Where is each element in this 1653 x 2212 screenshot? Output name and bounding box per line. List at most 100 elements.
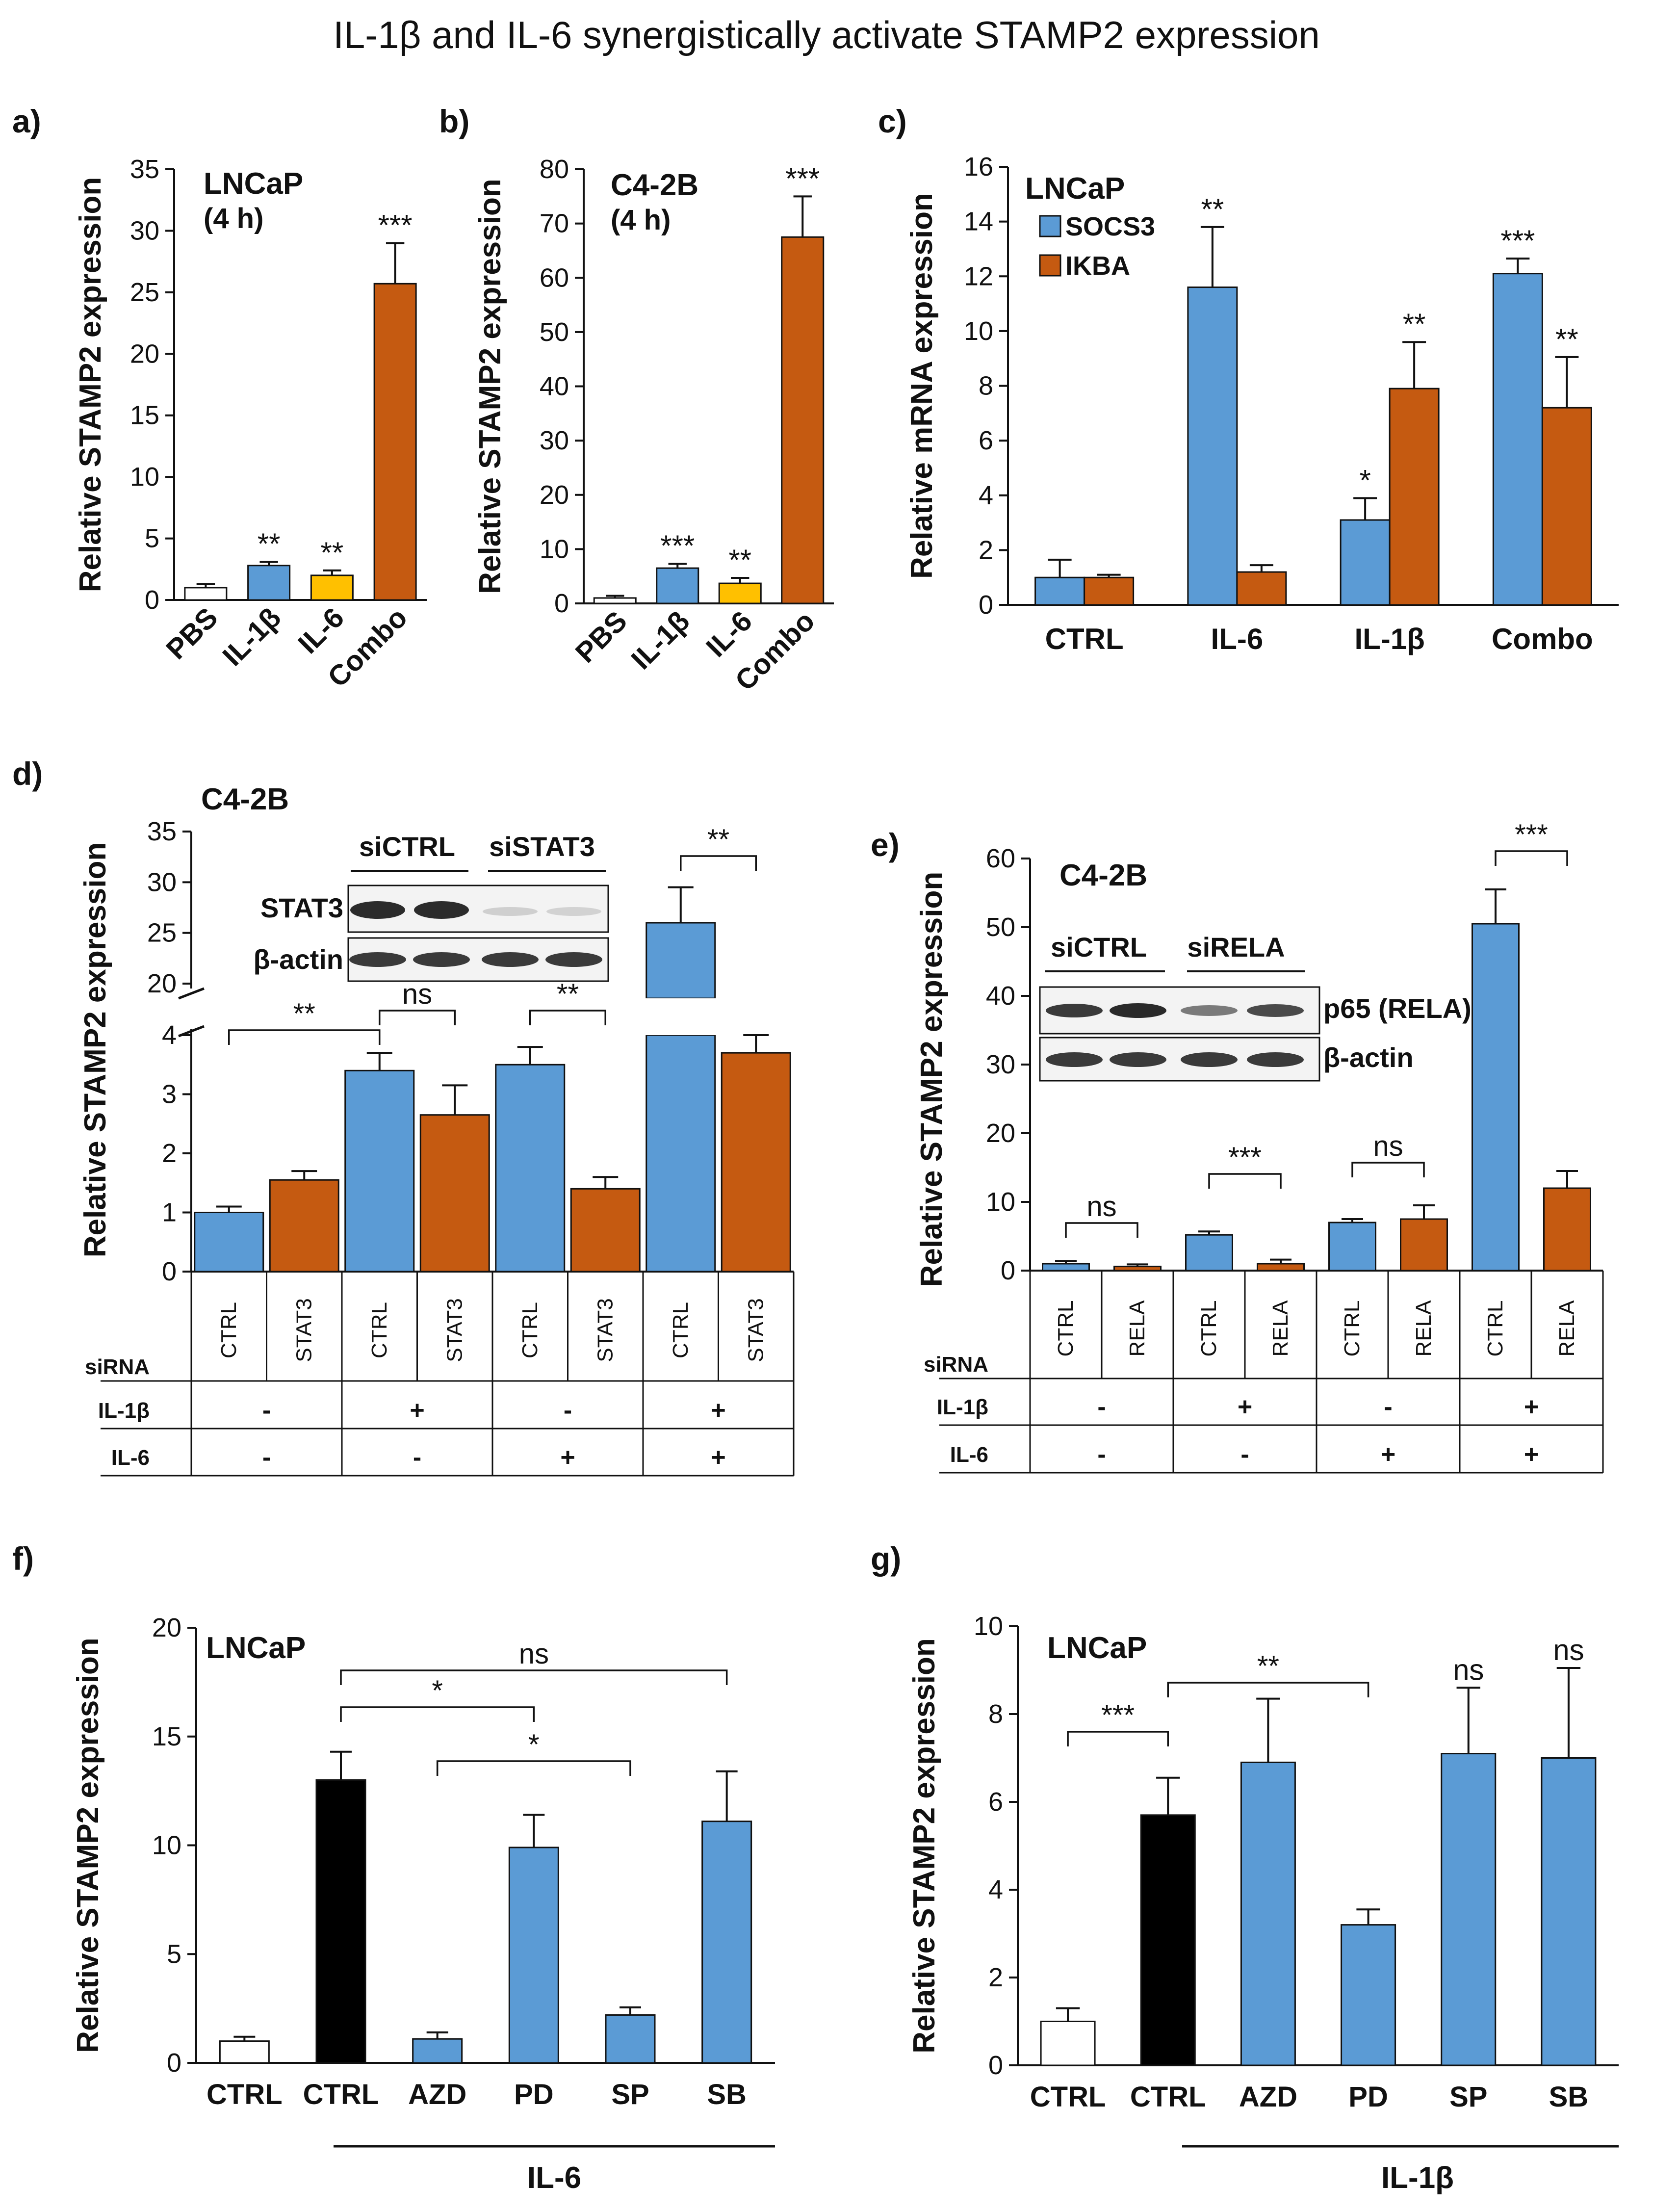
- x-tick-label-2: AZD: [1239, 2081, 1297, 2113]
- siRNA-label-1: RELA: [1125, 1300, 1149, 1357]
- x-tick-label-4: SP: [1449, 2081, 1487, 2113]
- blot-band-stat3-0: [350, 901, 405, 919]
- il6-sign-2: +: [560, 1443, 575, 1472]
- il1b-row-label: IL-1β: [98, 1399, 150, 1423]
- siRNA-label-7: STAT3: [744, 1298, 768, 1362]
- blot-band-p65-3: [1247, 1004, 1304, 1017]
- bar-IKBA-0: [1084, 576, 1135, 606]
- y-tick-label: 80: [540, 155, 569, 184]
- y-tick-label: 35: [130, 155, 159, 184]
- y-tick-label: 20: [986, 1119, 1015, 1148]
- y-tick-label: 0: [145, 585, 159, 615]
- y-tick-label: 1: [162, 1198, 177, 1227]
- bar-d-2: [344, 1069, 415, 1273]
- y-tick-label: 50: [986, 912, 1015, 942]
- significance-3: ***: [785, 162, 820, 195]
- y-tick-label: 35: [147, 817, 177, 846]
- y-tick-label: 5: [145, 524, 159, 553]
- panel-letter: c): [878, 103, 907, 139]
- siRNA-row-label: siRNA: [924, 1353, 988, 1377]
- bar-IKBA-2: [1389, 388, 1440, 606]
- blot-band-actin-2: [482, 952, 539, 967]
- blot-row-label-1: β-actin: [253, 944, 343, 975]
- y-tick-label: 60: [540, 263, 569, 292]
- bar-SOCS3-2: [1340, 519, 1391, 606]
- bracket-0-label: ns: [1086, 1191, 1116, 1223]
- bracket-1-line: [1167, 1682, 1369, 1697]
- x-tick-label-0: PBS: [569, 605, 633, 669]
- bracket-1-line: [340, 1706, 535, 1722]
- panel-letter: e): [871, 827, 900, 863]
- blot-group-label-0: siCTRL: [359, 831, 455, 862]
- panel-letter: b): [439, 103, 469, 139]
- bracket-0-label: ***: [1101, 1699, 1135, 1731]
- bar-e-4: [1328, 1222, 1376, 1272]
- bracket-1-label: *: [432, 1675, 443, 1707]
- y-tick-label: 5: [167, 1939, 181, 1969]
- panel-a: a) Relative STAMP2 expression 0 5 10 15 20 25 30…: [12, 103, 427, 693]
- y-tick-label: 4: [162, 1020, 177, 1050]
- panel-b: b) Relative STAMP2 expression 0 10 20 30 40 50 6…: [439, 103, 834, 697]
- bar-a-1: [247, 565, 291, 601]
- bar-g-4: [1441, 1753, 1497, 2066]
- x-tick-label-1: CTRL: [1130, 2081, 1206, 2113]
- bracket-3-label: ***: [1515, 819, 1548, 851]
- x-tick-label-1: IL-1β: [216, 601, 287, 672]
- x-tick-label-0: CTRL: [1045, 623, 1124, 655]
- y-tick-label: 10: [540, 534, 569, 564]
- chart-title: LNCaP: [1047, 1631, 1147, 1665]
- bracket-0-label: **: [293, 998, 315, 1030]
- bar-break-gap: [644, 998, 717, 1035]
- bracket-0-line: [340, 1669, 728, 1685]
- blot-group-label-1: siSTAT3: [489, 831, 595, 862]
- significance-2: **: [728, 544, 751, 576]
- bracket-1-line: [379, 1010, 456, 1025]
- treatment-label: IL-1β: [1381, 2161, 1454, 2195]
- bar-e-3: [1257, 1263, 1305, 1272]
- blot-band-stat3-1: [414, 901, 469, 919]
- significance-4: ns: [1453, 1653, 1484, 1686]
- bracket-2-label: ns: [1373, 1130, 1403, 1162]
- y-tick-label: 12: [964, 261, 993, 291]
- bar-e-2: [1185, 1234, 1233, 1272]
- bar-e-7: [1543, 1187, 1591, 1272]
- bar-g-1: [1140, 1814, 1196, 2066]
- y-tick-label: 8: [988, 1699, 1003, 1729]
- il6-sign-3: +: [711, 1443, 725, 1472]
- blot-row-label-0: STAT3: [260, 892, 343, 923]
- bar-SOCS3-0: [1034, 576, 1085, 606]
- blot-band-actin-0: [1046, 1052, 1103, 1067]
- y-tick-label: 25: [130, 278, 159, 307]
- blot-band-actin-3: [545, 952, 602, 967]
- chart-title: C4-2B: [201, 782, 289, 816]
- blot-band-actin-1: [413, 952, 470, 967]
- y-tick-label: 4: [979, 481, 993, 510]
- il6-row-label: IL-6: [111, 1446, 150, 1470]
- panel-letter: g): [871, 1540, 901, 1577]
- significance: *: [1359, 464, 1370, 496]
- blot-band-actin-2: [1181, 1052, 1238, 1067]
- y-tick-label: 0: [988, 2051, 1003, 2080]
- siRNA-label-6: CTRL: [669, 1302, 693, 1358]
- bar-f-0: [219, 2040, 270, 2064]
- plots: a)Relative STAMP2 expression051015202530…: [12, 103, 1619, 2195]
- chart-title: C4-2B: [1059, 859, 1147, 892]
- il1b-sign-1: +: [1238, 1393, 1252, 1421]
- il1b-sign-0: -: [1097, 1393, 1106, 1421]
- panel-d: d) Relative STAMP2 expression 0 1 2 3 4 20 25 30 3…: [12, 755, 795, 1477]
- y-tick-label: 30: [986, 1050, 1015, 1079]
- bracket-0-line: [1065, 1222, 1138, 1238]
- bar-d-7: [721, 1052, 791, 1273]
- bar-f-2: [412, 2038, 463, 2064]
- significance: ***: [1500, 224, 1535, 257]
- significance-1: ***: [660, 529, 695, 562]
- bar-b-2: [718, 582, 762, 604]
- bar-f-3: [508, 1847, 559, 2064]
- il6-sign-0: -: [262, 1443, 271, 1472]
- significance: **: [1403, 308, 1426, 340]
- y-tick-label: 4: [988, 1875, 1003, 1904]
- bar-d-1: [269, 1179, 339, 1273]
- y-tick-label: 0: [1001, 1256, 1015, 1285]
- blot-band-actin-0: [349, 952, 406, 967]
